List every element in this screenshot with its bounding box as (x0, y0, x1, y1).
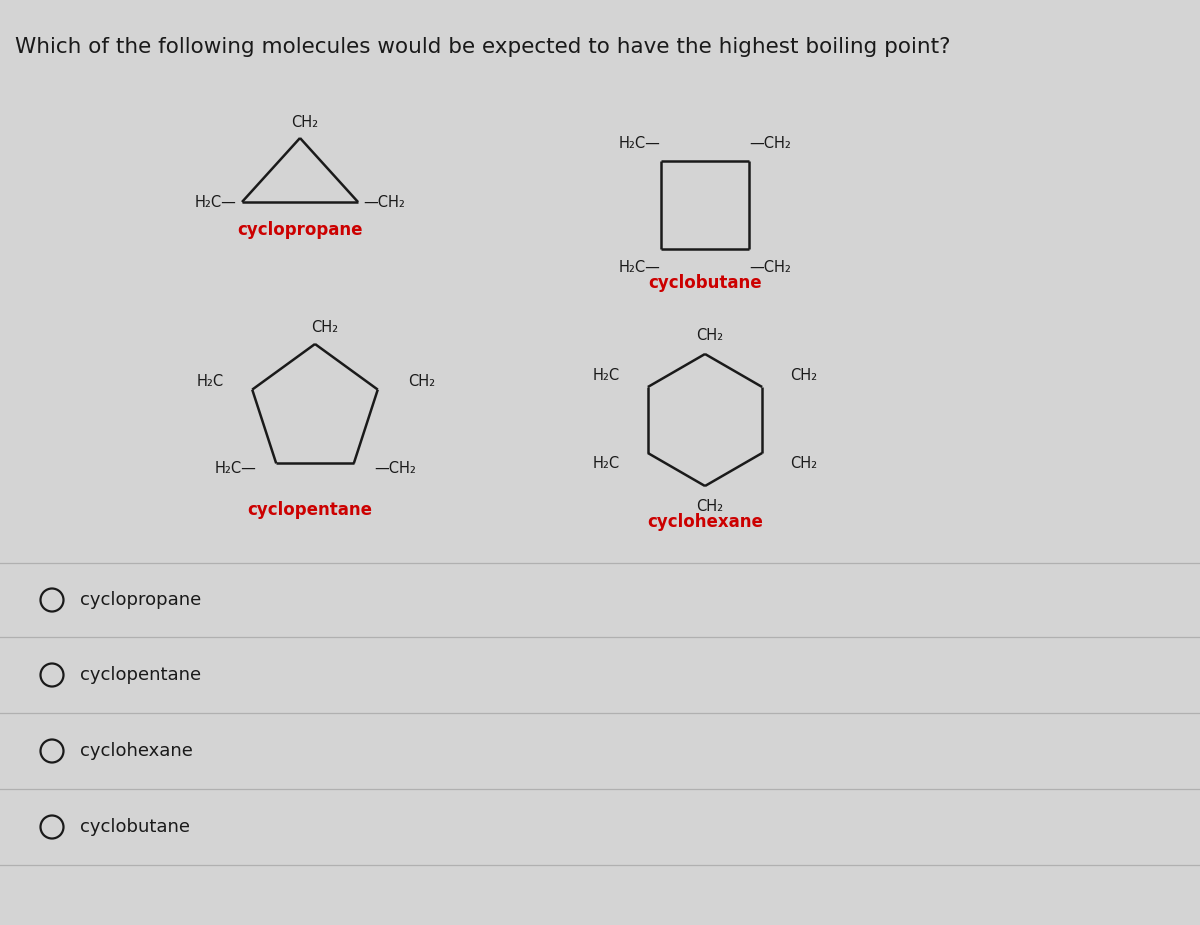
Text: H₂C—: H₂C— (196, 195, 238, 211)
Text: H₂C: H₂C (197, 374, 224, 389)
Text: CH₂: CH₂ (790, 367, 817, 383)
Text: CH₂: CH₂ (292, 115, 318, 130)
Text: Which of the following molecules would be expected to have the highest boiling p: Which of the following molecules would b… (14, 37, 950, 57)
Text: —CH₂: —CH₂ (749, 135, 791, 151)
Text: CH₂: CH₂ (790, 455, 817, 471)
Text: cyclopropane: cyclopropane (80, 591, 202, 609)
Text: cyclobutane: cyclobutane (648, 274, 762, 292)
Text: —CH₂: —CH₂ (749, 260, 791, 275)
Text: cyclobutane: cyclobutane (80, 818, 190, 836)
Text: —CH₂: —CH₂ (364, 195, 404, 211)
Text: H₂C: H₂C (593, 367, 620, 383)
Text: H₂C: H₂C (593, 455, 620, 471)
Text: CH₂: CH₂ (696, 327, 724, 342)
Text: H₂C—: H₂C— (619, 135, 661, 151)
Text: CH₂: CH₂ (408, 374, 434, 389)
Text: cyclohexane: cyclohexane (647, 513, 763, 531)
Text: cyclohexane: cyclohexane (80, 742, 193, 760)
Text: CH₂: CH₂ (312, 319, 338, 335)
Text: —CH₂: —CH₂ (373, 461, 415, 475)
Text: cyclopentane: cyclopentane (247, 501, 372, 519)
Text: cyclopentane: cyclopentane (80, 666, 202, 684)
Text: CH₂: CH₂ (696, 499, 724, 513)
Text: cyclopropane: cyclopropane (238, 221, 362, 239)
Text: H₂C—: H₂C— (619, 260, 661, 275)
Text: H₂C—: H₂C— (215, 461, 257, 475)
